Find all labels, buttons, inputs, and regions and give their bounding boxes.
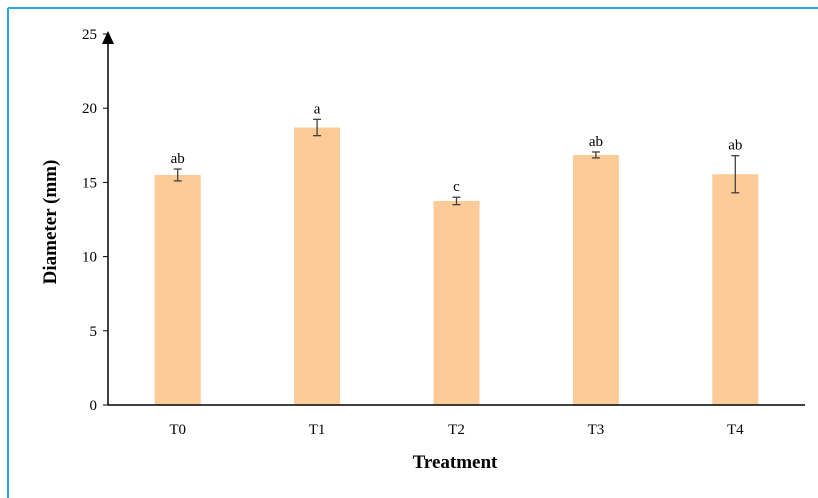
significance-label-t2: c <box>453 179 460 195</box>
bar-t2 <box>433 200 480 405</box>
error-bars-group <box>173 118 740 206</box>
significance-labels-group: ab a c ab ab <box>171 101 743 195</box>
bar-t1 <box>294 127 341 405</box>
x-tick-label-t3: T3 <box>588 422 605 438</box>
significance-label-t3: ab <box>589 134 603 150</box>
y-ticks-group: 0 5 10 15 20 25 <box>82 27 108 414</box>
x-tick-label-t1: T1 <box>309 422 326 438</box>
y-tick-label: 15 <box>82 175 97 191</box>
significance-label-t1: a <box>314 101 321 117</box>
x-tick-label-t4: T4 <box>727 422 744 438</box>
bars-group <box>154 127 759 405</box>
x-tick-label-t0: T0 <box>169 422 186 438</box>
y-tick-label: 0 <box>90 398 98 414</box>
y-tick-label: 20 <box>82 101 97 117</box>
bar-t0 <box>154 174 201 405</box>
y-axis-arrow-icon <box>102 31 114 44</box>
y-tick-label: 5 <box>90 324 98 340</box>
y-tick-label: 25 <box>82 27 97 43</box>
bar-t4 <box>712 174 759 405</box>
significance-label-t4: ab <box>728 138 742 154</box>
bar-t3 <box>572 154 619 405</box>
y-tick-label: 10 <box>82 250 97 266</box>
x-tick-label-t2: T2 <box>448 422 465 438</box>
x-axis-title: Treatment <box>413 452 498 473</box>
y-axis-title: Diameter (mm) <box>40 160 61 285</box>
x-ticks-group: T0 T1 T2 T3 T4 <box>169 422 744 438</box>
significance-label-t0: ab <box>171 151 185 167</box>
